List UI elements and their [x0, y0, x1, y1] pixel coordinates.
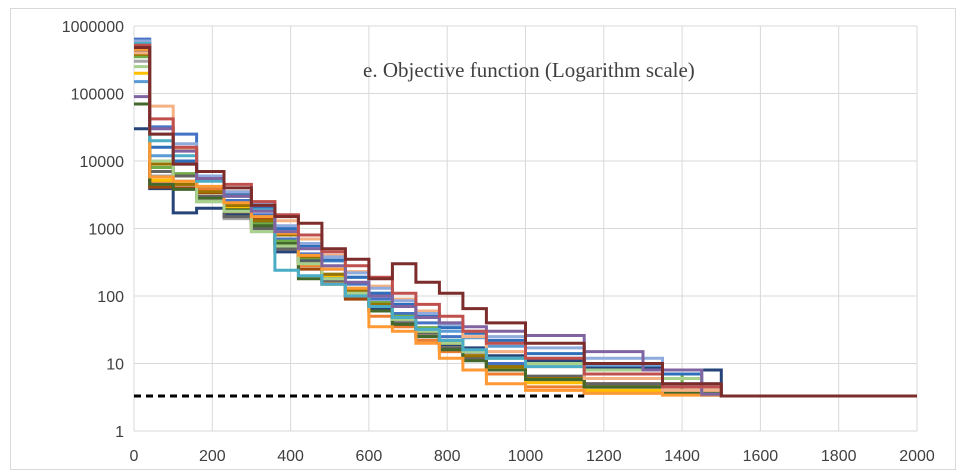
x-tick-label: 1600 [743, 448, 779, 465]
y-tick-label: 10000 [80, 154, 125, 171]
y-tick-label: 100000 [71, 87, 124, 104]
y-tick-label: 100 [97, 289, 124, 306]
axis-layer: 1 10 100 1000 10000 100000 1000000 0 200 400 600 80… [62, 19, 935, 465]
x-tick-label: 1000 [508, 448, 544, 465]
x-tick-label: 200 [199, 448, 226, 465]
series-line-14 [134, 39, 917, 398]
x-tick-label: 0 [130, 448, 139, 465]
series-line-20 [134, 46, 917, 398]
series-line-18 [134, 95, 917, 398]
y-tick-label: 1 [115, 424, 124, 441]
x-tick-label: 1800 [821, 448, 857, 465]
y-tick-label: 10 [106, 357, 124, 374]
x-tick-label: 800 [434, 448, 461, 465]
x-tick-label: 600 [356, 448, 383, 465]
chart-title: e. Objective function (Logarithm scale) [363, 58, 695, 82]
x-tick-label: 1200 [586, 448, 622, 465]
chart-svg: 1 10 100 1000 10000 100000 1000000 0 200 400 600 80… [62, 19, 935, 465]
chart-frame: 1 10 100 1000 10000 100000 1000000 0 200 400 600 80… [10, 8, 956, 470]
x-tick-label: 400 [277, 448, 304, 465]
y-tick-label: 1000000 [62, 19, 124, 36]
x-tick-label: 2000 [899, 448, 935, 465]
series-line-17 [134, 42, 917, 398]
y-tick-label: 1000 [88, 222, 124, 239]
series-layer [134, 37, 917, 398]
x-tick-label: 1400 [664, 448, 700, 465]
